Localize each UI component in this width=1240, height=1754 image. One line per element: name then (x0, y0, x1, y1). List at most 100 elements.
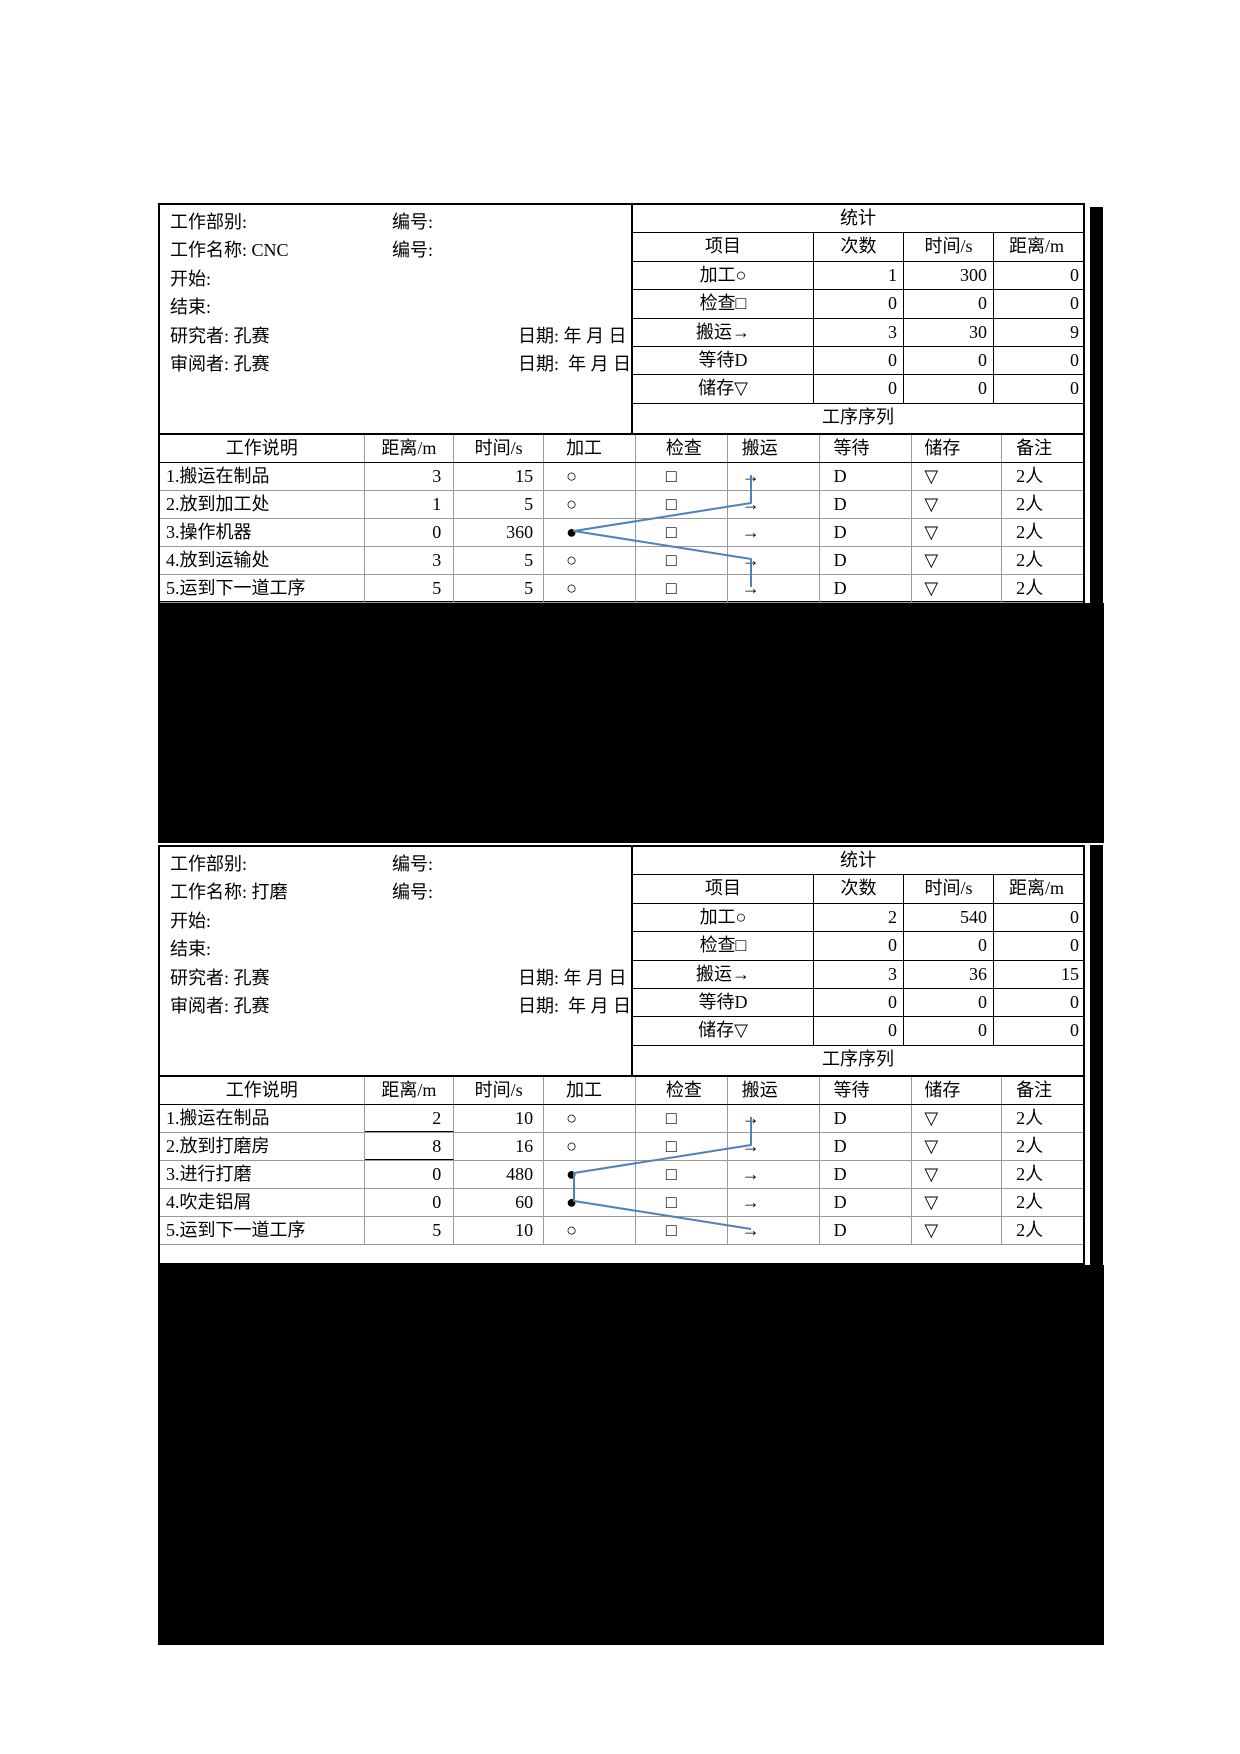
work-time-cell: 360 (454, 519, 545, 546)
transport-symbol: → (728, 1105, 820, 1132)
work-header-cell: 加工 (544, 435, 636, 462)
info-left-label: 工作名称: CNC (170, 240, 289, 261)
info-number-label: 编号: (392, 212, 434, 232)
info-date-label: 日期: 年 月 日 (518, 325, 627, 346)
stats-dist-cell: 0 (1070, 293, 1079, 314)
stats-row: 储存▽ 0 0 0 (633, 375, 1083, 404)
process-symbol: ○ (544, 491, 636, 518)
work-header-cell: 时间/s (454, 435, 545, 462)
work-row: 2.放到打磨房 8 16 ○ □ → D ▽ 2人 (160, 1133, 1083, 1161)
stats-dist-cell: 15 (1061, 963, 1079, 984)
wait-symbol: D (820, 1189, 913, 1216)
work-row: 5.运到下一道工序 5 5 ○ □ → D ▽ 2人 (160, 575, 1083, 603)
stats-header-cell: 时间/s (904, 875, 994, 903)
work-time-cell: 5 (454, 491, 545, 518)
store-symbol: ▽ (912, 1161, 1003, 1188)
note-cell: 2人 (1016, 1164, 1044, 1184)
wait-symbol: D (820, 547, 913, 574)
work-step-description: 2.放到打磨房 (160, 1133, 365, 1160)
stats-item-cell: 加工○ (633, 261, 814, 290)
store-symbol: ▽ (912, 491, 1003, 518)
work-header-cell: 时间/s (454, 1077, 545, 1104)
work-step-description: 4.吹走铝屑 (160, 1189, 365, 1216)
stats-dist-cell: 0 (1070, 264, 1079, 285)
stats-item-cell: 等待D (633, 988, 814, 1017)
store-symbol: ▽ (912, 519, 1003, 546)
work-time-cell: 10 (454, 1105, 545, 1132)
stats-row: 检查□ 0 0 0 (633, 932, 1083, 961)
process-symbol: ○ (544, 1105, 636, 1132)
info-left-label: 结束: (170, 939, 212, 960)
stats-title: 统计 (840, 850, 876, 870)
inspect-symbol: □ (636, 547, 728, 574)
work-distance-cell: 3 (365, 547, 455, 574)
work-distance-cell: 2 (364, 1105, 455, 1132)
header-section: 工作部别: 编号: 工作名称: 打磨 编号: 开始: 结束: 研究者: 孔赛 日期: 年 月 … (160, 847, 1083, 1075)
stats-row: 检查□ 0 0 0 (633, 290, 1083, 319)
info-left-label: 研究者: 孔赛 (170, 325, 270, 346)
stats-time-cell: 0 (904, 375, 994, 403)
info-left-label: 开始: (170, 910, 212, 931)
work-distance-cell: 8 (364, 1133, 455, 1160)
note-cell: 2人 (1016, 550, 1044, 570)
stats-row: 等待D 0 0 0 (633, 988, 1083, 1018)
work-header-cell: 工作说明 (160, 435, 365, 462)
stats-header-cell: 次数 (814, 875, 904, 903)
work-header-cell: 等待 (820, 435, 913, 462)
stats-time-cell: 36 (904, 960, 994, 988)
info-line: 工作名称: 打磨 编号: (170, 878, 631, 906)
info-date-label: 日期: 年 月 日 (518, 967, 627, 988)
blacked-out-strip-2 (1090, 845, 1103, 1265)
process-chart-block-1: 工作部别: 编号: 工作名称: CNC 编号: 开始: 结束: 研究者: 孔赛 日期: 年 月… (158, 203, 1085, 603)
work-time-cell: 15 (454, 463, 545, 490)
work-header-cell: 搬运 (728, 1077, 820, 1104)
transport-symbol: → (728, 519, 820, 546)
stats-footer-row: 工序序列 (633, 404, 1083, 432)
info-line: 审阅者: 孔赛 日期: 年 月 日 (170, 992, 631, 1020)
work-time-cell: 480 (454, 1161, 545, 1188)
stats-dist-cell: 0 (1070, 935, 1079, 956)
note-cell: 2人 (1016, 494, 1044, 514)
work-table: 工作说明 距离/m 时间/s 加工 检查 搬运 等待 储存 备注 1.搬运在制品 3 15 ○ □ → D ▽ 2… (160, 433, 1083, 603)
info-left-label: 审阅者: 孔赛 (170, 995, 270, 1016)
info-line: 结束: (170, 293, 631, 321)
stats-panel: 统计 项目 次数 时间/s 距离/m 加工○ 1 300 0 检查□ 0 0 0 搬运→ 3 30 9 等待D 0 0… (631, 205, 1083, 433)
process-sequence-label: 工序序列 (822, 406, 894, 427)
info-left-label: 结束: (170, 297, 212, 318)
process-symbol: ● (544, 1189, 636, 1216)
transport-symbol: → (728, 1133, 820, 1160)
inspect-symbol: □ (636, 491, 728, 518)
store-symbol: ▽ (912, 575, 1003, 602)
stats-row: 搬运→ 3 30 9 (633, 318, 1083, 347)
stats-item-cell: 加工○ (633, 903, 814, 932)
work-step-description: 3.进行打磨 (160, 1161, 365, 1188)
stats-count-cell: 1 (814, 261, 904, 290)
transport-symbol: → (728, 1217, 820, 1244)
wait-symbol: D (820, 1161, 913, 1188)
info-panel: 工作部别: 编号: 工作名称: 打磨 编号: 开始: 结束: 研究者: 孔赛 日期: 年 月 … (160, 847, 631, 1075)
stats-item-cell: 搬运→ (633, 318, 814, 346)
wait-symbol: D (820, 575, 913, 602)
work-header-row: 工作说明 距离/m 时间/s 加工 检查 搬运 等待 储存 备注 (160, 435, 1083, 463)
inspect-symbol: □ (636, 1217, 728, 1244)
work-row: 5.运到下一道工序 5 10 ○ □ → D ▽ 2人 (160, 1217, 1083, 1245)
stats-row: 加工○ 2 540 0 (633, 903, 1083, 933)
note-cell: 2人 (1016, 1220, 1044, 1240)
work-step-description: 5.运到下一道工序 (160, 1217, 365, 1244)
work-header-cell: 距离/m (365, 435, 455, 462)
stats-time-cell: 0 (904, 346, 994, 375)
process-symbol: ● (544, 1161, 636, 1188)
stats-count-cell: 0 (814, 290, 904, 318)
work-step-description: 4.放到运输处 (160, 547, 365, 574)
work-step-description: 1.搬运在制品 (160, 1105, 365, 1132)
work-header-cell: 备注 (1016, 1080, 1053, 1100)
process-symbol: ○ (544, 1133, 636, 1160)
stats-item-cell: 等待D (633, 346, 814, 375)
stats-time-cell: 540 (904, 903, 994, 932)
stats-row: 加工○ 1 300 0 (633, 261, 1083, 291)
work-row: 1.搬运在制品 3 15 ○ □ → D ▽ 2人 (160, 463, 1083, 491)
stats-title: 统计 (840, 208, 876, 228)
stats-header-row: 项目 次数 时间/s 距离/m (633, 875, 1083, 904)
stats-header-cell: 距离/m (1008, 878, 1064, 899)
stats-item-cell: 检查□ (633, 290, 814, 318)
